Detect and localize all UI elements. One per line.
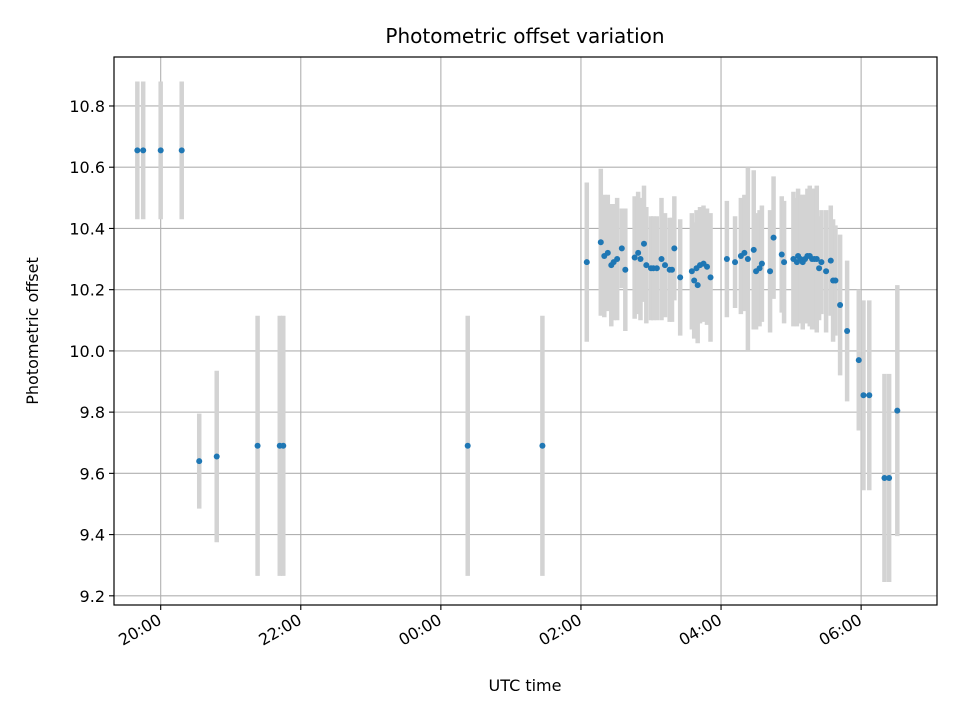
data-point — [894, 407, 901, 414]
x-tick-label: 20:00 — [115, 610, 164, 650]
error-bars — [135, 81, 900, 583]
data-point — [823, 268, 830, 275]
data-point — [827, 257, 834, 264]
y-tick-label: 9.4 — [80, 526, 105, 545]
data-point — [813, 256, 820, 263]
data-point — [583, 259, 590, 266]
data-point — [622, 266, 629, 273]
data-point — [643, 262, 650, 269]
data-point — [770, 234, 777, 241]
data-point — [464, 442, 471, 449]
data-point — [618, 245, 625, 252]
data-point — [539, 442, 546, 449]
x-axis-ticks: 20:00 22:00 00:00 02:00 04:00 06:00 — [115, 605, 865, 650]
x-tick-label: 00:00 — [395, 610, 444, 650]
data-point — [631, 254, 638, 261]
data-point — [778, 251, 785, 258]
data-point — [134, 147, 141, 154]
x-tick-label: 06:00 — [816, 610, 865, 650]
data-point — [767, 268, 774, 275]
data-point — [653, 265, 660, 272]
data-point — [860, 392, 867, 399]
data-point — [604, 249, 611, 256]
data-point — [691, 277, 698, 284]
data-point — [816, 265, 823, 272]
y-tick-label: 10.2 — [69, 281, 105, 300]
y-tick-label: 9.6 — [80, 464, 105, 483]
data-point — [750, 246, 757, 253]
data-point — [254, 442, 261, 449]
data-point — [837, 301, 844, 308]
data-point — [832, 277, 839, 284]
data-point — [732, 259, 739, 266]
data-point — [881, 474, 888, 481]
data-point — [886, 474, 893, 481]
data-point — [781, 259, 788, 266]
data-point — [669, 266, 676, 273]
chart-title: Photometric offset variation — [385, 24, 664, 48]
y-tick-label: 9.8 — [80, 403, 105, 422]
data-point — [855, 357, 862, 364]
data-point — [614, 256, 621, 263]
y-axis-ticks: 9.2 9.4 9.6 9.8 10.0 10.2 10.4 10.6 10.8 — [69, 97, 114, 606]
data-point — [744, 256, 751, 263]
y-axis-label: Photometric offset — [23, 257, 42, 405]
data-point — [758, 260, 765, 267]
x-tick-label: 22:00 — [255, 610, 304, 650]
data-point — [178, 147, 185, 154]
y-tick-label: 10.0 — [69, 342, 105, 361]
data-point — [741, 249, 748, 256]
data-point — [756, 265, 763, 272]
data-point — [818, 259, 825, 266]
data-point — [688, 268, 695, 275]
plot-frame — [113, 56, 938, 606]
data-point — [635, 249, 642, 256]
data-point — [662, 262, 669, 269]
data-point — [844, 328, 851, 334]
x-axis-label: UTC time — [489, 676, 562, 695]
y-tick-label: 10.4 — [69, 219, 105, 238]
data-point — [694, 282, 701, 289]
y-tick-label: 10.8 — [69, 97, 105, 116]
data-point — [723, 256, 730, 263]
data-point — [640, 240, 647, 247]
data-point — [213, 453, 220, 460]
data-point — [677, 274, 684, 281]
data-point — [597, 239, 604, 246]
x-tick-label: 04:00 — [676, 610, 725, 650]
data-point — [866, 392, 873, 399]
y-tick-label: 9.2 — [80, 587, 105, 606]
data-point — [704, 263, 711, 270]
data-point — [196, 458, 203, 465]
x-tick-label: 02:00 — [536, 610, 585, 650]
data-point — [658, 256, 665, 263]
data-points — [134, 147, 901, 481]
data-point — [707, 274, 714, 281]
data-point — [280, 442, 287, 449]
y-tick-label: 10.6 — [69, 158, 105, 177]
data-point — [157, 147, 164, 154]
data-point — [140, 147, 147, 154]
data-point — [637, 256, 644, 263]
data-point — [671, 245, 678, 252]
grid-lines — [114, 57, 937, 605]
